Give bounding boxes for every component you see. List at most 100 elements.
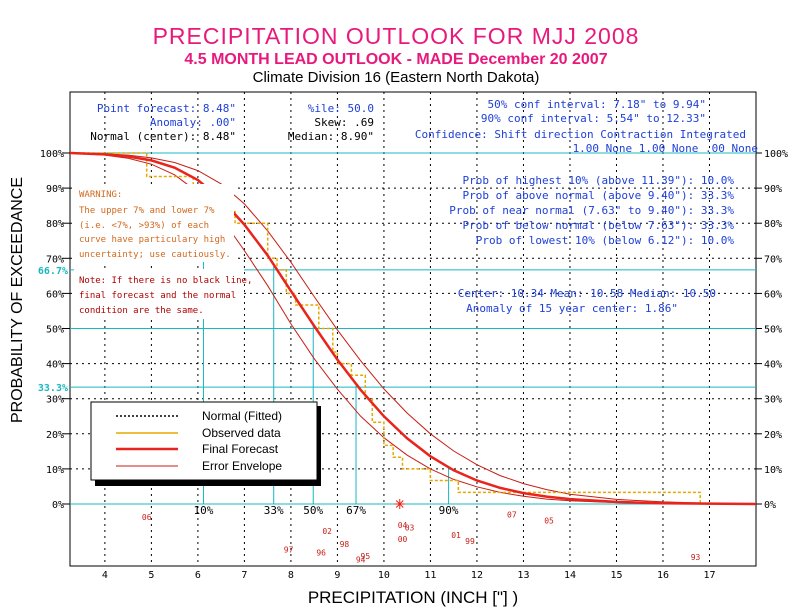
observed-data-series: [72, 152, 756, 505]
y-tick-label-right: 30%: [764, 395, 782, 406]
x-tick-label: 11: [424, 570, 436, 581]
chart-title: PRECIPITATION OUTLOOK FOR MJJ 2008: [153, 23, 640, 49]
year-label: 06: [142, 513, 152, 522]
legend-observed-label: Observed data: [202, 426, 281, 440]
y-tick-label-left: 80%: [46, 219, 64, 230]
anomaly-15yr-text: Anomaly of 15 year center: 1.86": [466, 302, 678, 315]
y-tick-label-left: 50%: [46, 325, 64, 336]
x-tick-label: 8: [288, 570, 294, 581]
percentile-label: 67%: [346, 504, 366, 517]
y-tick-label-right: 100%: [764, 149, 788, 160]
year-label: 03: [405, 523, 415, 532]
x-tick-label: 15: [610, 570, 622, 581]
confidence-header: Confidence: Shift direction Contraction …: [415, 128, 746, 141]
y-tick-label-left: 100%: [40, 149, 64, 160]
year-label: 95: [361, 552, 371, 561]
note-box: [74, 269, 244, 319]
year-label: 93: [691, 553, 701, 562]
y-tick-label-right: 60%: [764, 289, 782, 300]
y-tick-label-right: 20%: [764, 430, 782, 441]
x-tick-label: 13: [517, 570, 529, 581]
warning-line: The upper 7% and lower 7%: [79, 206, 215, 216]
year-label: 04: [398, 521, 408, 530]
year-label: 02: [322, 527, 332, 536]
median-star-marker: [394, 499, 405, 509]
x-tick-label: 14: [564, 570, 576, 581]
median-text: Median: 8.90": [288, 130, 374, 143]
normal-center-text: Normal (center): 8.48": [90, 130, 236, 143]
x-tick-label: 9: [334, 570, 340, 581]
y-tick-label-right: 10%: [764, 465, 782, 476]
percentile-label: 50%: [303, 504, 323, 517]
percentile-label: 33%: [264, 504, 284, 517]
percentile-label: 10%: [194, 504, 214, 517]
conf50-text: 50% conf interval: 7.18" to 9.94": [487, 98, 706, 111]
prob-lowest-text: Prob of lowest 10% (below 6.12"): 10.0%: [476, 234, 735, 247]
error-envelope-upper-series: [69, 152, 757, 505]
y-tick-label-left: 40%: [46, 360, 64, 371]
legend-final-label: Final Forecast: [202, 442, 279, 456]
division-title: Climate Division 16 (Eastern North Dakot…: [253, 69, 540, 86]
x-tick-label: 16: [657, 570, 669, 581]
warning-line: curve have particulary high: [79, 235, 225, 245]
prob-below-text: Prob of below normal (below 7.63"): 33.3…: [462, 219, 734, 232]
year-label: 01: [451, 531, 461, 540]
warning-line: uncertainty; use cautiously.: [79, 250, 231, 260]
prob-near-text: Prob of near normal (7.63" to 9.40"): 33…: [449, 204, 734, 217]
year-label: 96: [316, 549, 326, 558]
conf90-text: 90% conf interval: 5.54" to 12.33": [481, 112, 706, 125]
y-tick-label-left: 0%: [52, 500, 64, 511]
warning-title: WARNING:: [79, 190, 122, 200]
warning-line: (i.e. <7%, >93%) of each: [79, 221, 209, 231]
x-tick-label: 10: [378, 570, 390, 581]
note-line: Note: If there is no black line,: [79, 276, 252, 286]
y-tick-label-left: 90%: [46, 184, 64, 195]
year-label: 99: [465, 537, 475, 546]
year-label: 00: [398, 535, 408, 544]
year-label: 94: [356, 555, 366, 564]
error-envelope-lower-series: [69, 152, 756, 505]
y-tick-label-left: 20%: [46, 430, 64, 441]
year-label: 07: [507, 510, 517, 519]
y-tick-label-right: 40%: [764, 360, 782, 371]
confidence-values: 1.00 None 1.00 None .00 None: [573, 142, 758, 155]
y-tick-label-right: 70%: [764, 254, 782, 265]
year-label: 97: [284, 545, 294, 554]
legend-normal-label: Normal (Fitted): [202, 409, 282, 423]
x-tick-label: 12: [471, 570, 483, 581]
y-tick-label-left: 30%: [46, 395, 64, 406]
note-line: final forecast and the normal: [79, 291, 236, 301]
prob-highest-text: Prob of highest 10% (above 11.39"): 10.0…: [462, 174, 734, 187]
x-tick-label: 7: [241, 570, 247, 581]
center-mean-median-text: Center: 10.34 Mean: 10.58 Median: 10.50: [458, 287, 716, 300]
note-line: condition are the same.: [79, 306, 204, 316]
final-forecast-series: [69, 151, 757, 506]
percentile-label: 90%: [439, 504, 459, 517]
x-tick-label: 4: [102, 570, 108, 581]
tercile-label: 33.3%: [38, 383, 68, 394]
y-tick-label-right: 80%: [764, 219, 782, 230]
median-star-stroke: [395, 500, 404, 508]
y-tick-label-left: 60%: [46, 289, 64, 300]
tercile-label: 66.7%: [38, 266, 68, 277]
anomaly-text: Anomaly: .00": [150, 116, 236, 129]
legend: Normal (Fitted) Observed data Final Fore…: [90, 401, 321, 486]
y-tick-label-right: 0%: [764, 500, 776, 511]
warning-box: [74, 184, 234, 262]
series-layer: [69, 151, 757, 509]
year-label: 98: [340, 540, 350, 549]
x-tick-label: 6: [195, 570, 201, 581]
legend-box: [90, 401, 318, 481]
y-axis-title: PROBABILITY OF EXCEEDANCE: [9, 177, 26, 423]
year-label: 05: [544, 516, 554, 525]
y-tick-label-right: 50%: [764, 325, 782, 336]
legend-envelope-label: Error Envelope: [202, 459, 282, 473]
percentile-text: %ile: 50.0: [308, 102, 374, 115]
y-tick-label-left: 70%: [46, 254, 64, 265]
point-forecast-text: Point forecast: 8.48": [97, 102, 236, 115]
x-axis-title: PRECIPITATION (INCH ["] ): [308, 588, 518, 607]
tick-layer: 4 5 6 7 8 9 10 11 12 13 14 15 16 17 0% 0% 10% 10% 20% 20% 30…: [40, 149, 788, 581]
x-tick-label: 17: [703, 570, 715, 581]
